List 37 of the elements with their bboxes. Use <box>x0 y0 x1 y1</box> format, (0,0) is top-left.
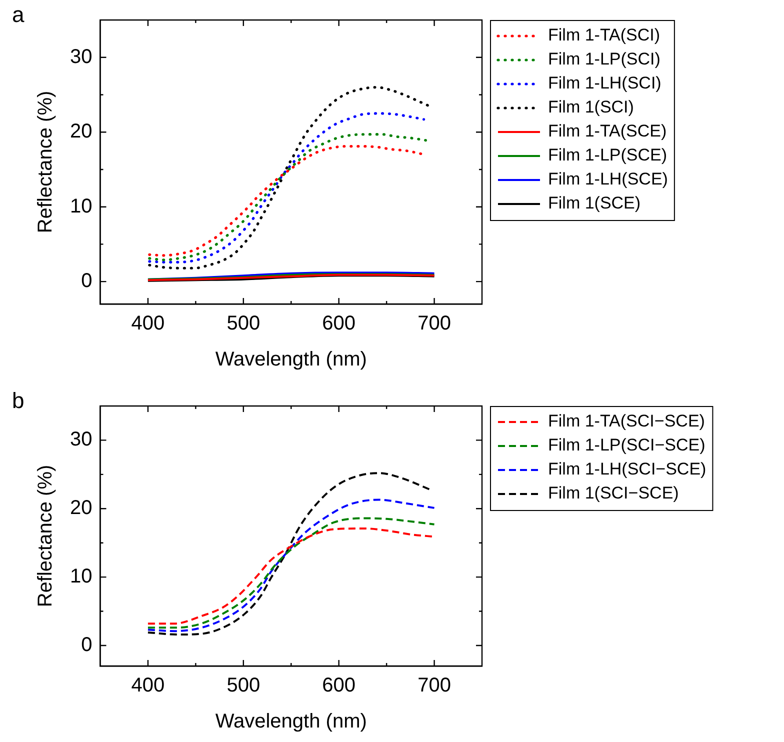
line-series <box>146 472 432 636</box>
line-series <box>148 112 426 264</box>
y-tick-label: 10 <box>70 195 92 218</box>
legend-label: Film 1-LH(SCI−SCE) <box>548 460 706 479</box>
y-tick-label: 30 <box>70 46 92 68</box>
x-tick-label: 600 <box>322 312 356 335</box>
x-tick-label: 400 <box>131 312 165 335</box>
y-tick-label: 0 <box>81 634 92 656</box>
chart-title: a <box>12 2 24 28</box>
line-series <box>146 498 436 632</box>
y-axis-title: Reflectance (%) <box>34 464 57 608</box>
legend-label: Film 1-LH(SCE) <box>548 170 668 189</box>
legend-label: Film 1-TA(SCI) <box>548 26 660 45</box>
y-tick-label: 10 <box>70 566 92 588</box>
legend-label: Film 1-LP(SCI−SCE) <box>548 436 706 455</box>
legend-label: Film 1-LH(SCI) <box>548 74 662 93</box>
legend-label: Film 1-TA(SCI−SCE) <box>548 412 705 431</box>
x-tick-label: 700 <box>418 312 451 335</box>
legend-label: Film 1(SCI) <box>548 98 634 117</box>
x-tick-label: 500 <box>226 674 260 697</box>
x-tick-label: 600 <box>322 674 356 697</box>
y-tick-label: 30 <box>70 428 92 451</box>
x-tick-label: 400 <box>131 674 165 697</box>
legend-label: Film 1-LP(SCE) <box>548 146 668 165</box>
legend-label: Film 1-LP(SCI) <box>548 50 660 69</box>
x-axis-title: Wavelength (nm) <box>215 710 367 733</box>
legend-label: Film 1(SCE) <box>548 194 641 213</box>
legend-label: Film 1-TA(SCE) <box>548 122 667 141</box>
chart-title: b <box>12 388 24 414</box>
y-tick-label: 0 <box>81 270 92 292</box>
y-axis-title: Reflectance (%) <box>34 90 57 234</box>
legend-label: Film 1(SCI−SCE) <box>548 484 679 503</box>
x-tick-label: 500 <box>226 312 260 335</box>
y-tick-label: 20 <box>70 120 92 143</box>
x-axis-title: Wavelength (nm) <box>215 348 367 371</box>
x-tick-label: 700 <box>418 674 451 697</box>
y-tick-label: 20 <box>70 497 92 520</box>
